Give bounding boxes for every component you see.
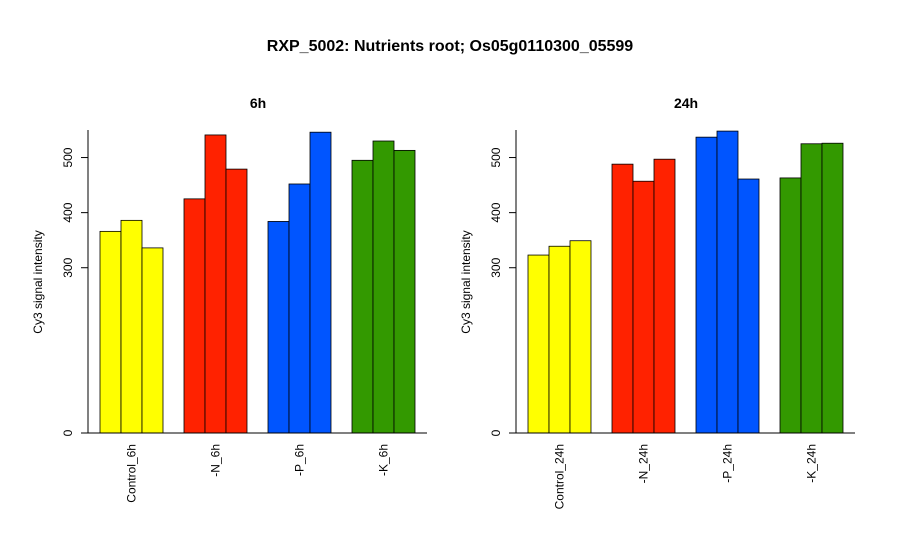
panel-title: 24h bbox=[674, 95, 698, 111]
bar bbox=[821, 142, 844, 434]
y-tick-label: 0 bbox=[61, 429, 75, 436]
bar bbox=[183, 198, 206, 434]
bar bbox=[653, 158, 676, 434]
chart-title: RXP_5002: Nutrients root; Os05g0110300_0… bbox=[266, 38, 634, 55]
bar bbox=[611, 163, 634, 434]
bar bbox=[99, 230, 122, 434]
category-label: -N_24h bbox=[637, 444, 651, 483]
y-axis-label: Cy3 signal intensity bbox=[459, 230, 473, 333]
y-tick-label: 300 bbox=[61, 257, 75, 277]
y-tick-label: 0 bbox=[489, 429, 503, 436]
bar bbox=[527, 254, 550, 434]
category-label: -P_6h bbox=[293, 444, 307, 476]
bar bbox=[141, 247, 164, 434]
category-label: -P_24h bbox=[721, 444, 735, 483]
category-label: -K_6h bbox=[377, 444, 391, 476]
bar bbox=[309, 131, 332, 434]
bar bbox=[716, 130, 739, 434]
bar bbox=[393, 149, 416, 434]
bar bbox=[225, 168, 248, 434]
category-label: Control_24h bbox=[553, 444, 567, 509]
category-label: -K_24h bbox=[805, 444, 819, 483]
bar bbox=[120, 219, 143, 434]
y-tick-label: 400 bbox=[489, 202, 503, 222]
y-axis-label: Cy3 signal intensity bbox=[31, 230, 45, 333]
y-tick-label: 300 bbox=[489, 257, 503, 277]
bar bbox=[288, 183, 311, 434]
bar bbox=[737, 178, 760, 434]
category-label: -N_6h bbox=[209, 444, 223, 477]
y-tick-label: 400 bbox=[61, 202, 75, 222]
y-tick-label: 500 bbox=[489, 147, 503, 167]
panel-title: 6h bbox=[250, 95, 266, 111]
bar bbox=[372, 140, 395, 434]
bar bbox=[695, 136, 718, 434]
y-tick-label: 500 bbox=[61, 147, 75, 167]
bar bbox=[351, 159, 374, 434]
bar bbox=[632, 180, 655, 434]
bar bbox=[800, 143, 823, 434]
bar bbox=[204, 134, 227, 434]
bar bbox=[548, 245, 571, 434]
bar bbox=[779, 177, 802, 434]
bar bbox=[267, 221, 290, 434]
category-label: Control_6h bbox=[125, 444, 139, 503]
bar bbox=[569, 240, 592, 434]
